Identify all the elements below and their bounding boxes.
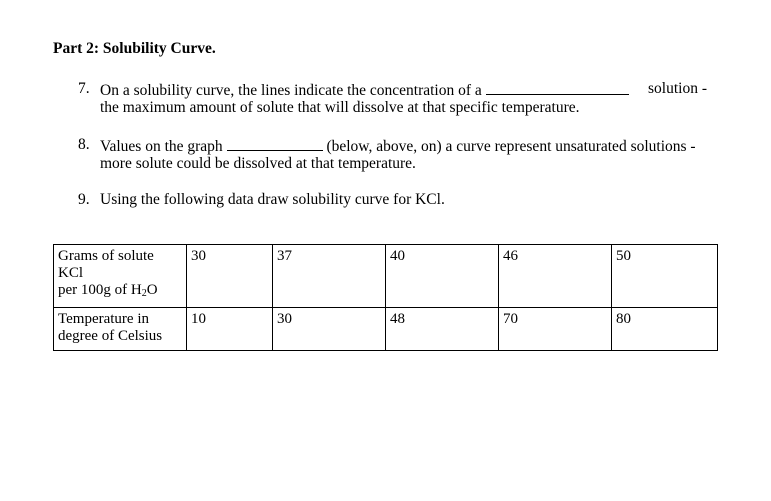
table-cell: 80: [611, 307, 718, 351]
table-cell: 30: [186, 244, 273, 308]
row-label-grams-of-solute: Grams of solute KCl per 100g of H2O: [53, 244, 187, 308]
answer-blank[interactable]: [226, 136, 323, 151]
question-8-line-2: more solute could be dissolved at that t…: [100, 155, 416, 172]
question-7-line-1: On a solubility curve, the lines indicat…: [100, 80, 629, 100]
answer-blank[interactable]: [485, 80, 629, 95]
kcl-solubility-table: Grams of solute KCl per 100g of H2O 30 3…: [53, 244, 718, 351]
row-label-text: per 100g of H: [58, 282, 142, 298]
table-cell: 37: [272, 244, 386, 308]
subscript: 2: [141, 288, 147, 299]
row-label-line: per 100g of H2O: [58, 282, 182, 299]
part-heading: Part 2: Solubility Curve.: [53, 40, 216, 57]
question-9-line-1: Using the following data draw solubility…: [100, 191, 445, 208]
row-label-line: Grams of solute: [58, 248, 154, 264]
table-cell: 50: [611, 244, 718, 308]
question-number: 7.: [78, 80, 90, 97]
question-number: 8.: [78, 136, 90, 153]
row-label-line: degree of Celsius: [58, 328, 163, 344]
row-label-line: Temperature in: [58, 311, 149, 327]
table-cell: 48: [385, 307, 499, 351]
question-8-line-1: Values on the graph (below, above, on) a…: [100, 136, 696, 156]
table-cell: 40: [385, 244, 499, 308]
row-label-text: O: [146, 282, 158, 298]
question-8-text-before: Values on the graph: [100, 138, 223, 155]
question-7-line-2: the maximum amount of solute that will d…: [100, 99, 580, 116]
question-8-text-after: (below, above, on) a curve represent uns…: [326, 138, 696, 155]
row-label-temperature: Temperature in degree of Celsius: [53, 307, 187, 351]
question-7-text-before: On a solubility curve, the lines indicat…: [100, 82, 482, 99]
table-cell: 46: [498, 244, 612, 308]
table-cell: 70: [498, 307, 612, 351]
table-row: Temperature in degree of Celsius 10 30 4…: [53, 307, 718, 351]
table-row: Grams of solute KCl per 100g of H2O 30 3…: [53, 244, 718, 308]
question-number: 9.: [78, 191, 90, 208]
question-7-text-after: solution -: [648, 80, 707, 97]
row-label-line: KCl: [58, 265, 84, 281]
table-cell: 30: [272, 307, 386, 351]
table-cell: 10: [186, 307, 273, 351]
